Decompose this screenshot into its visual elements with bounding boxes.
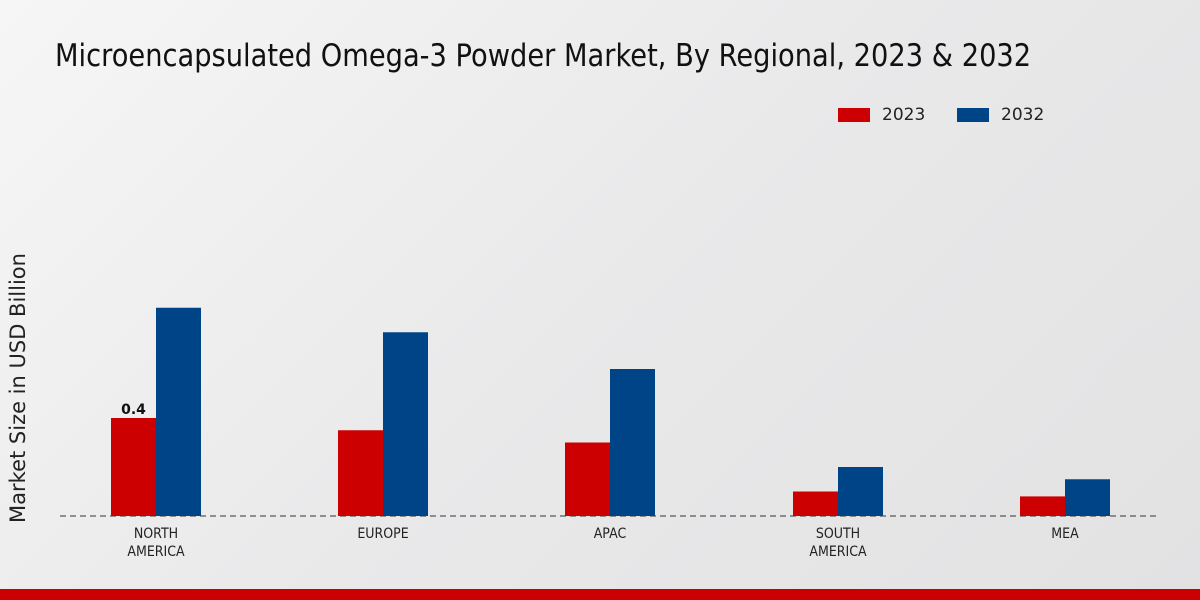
legend-swatch-2023 — [838, 108, 870, 122]
legend-item-2023: 2023 — [838, 105, 925, 125]
bar-2032-2 — [610, 369, 655, 516]
chart-title: Microencapsulated Omega-3 Powder Market,… — [55, 38, 1032, 74]
x-tick-label: EUROPE — [357, 526, 408, 542]
legend-item-2032: 2032 — [957, 105, 1044, 125]
legend-swatch-2032 — [957, 108, 989, 122]
bar-2023-3 — [793, 491, 838, 516]
x-tick-label: NORTH AMERICA — [127, 526, 184, 560]
bar-2023-4 — [1020, 496, 1065, 516]
bar-2023-1 — [338, 430, 383, 516]
bottom-accent-bar — [0, 589, 1200, 600]
bar-2023-0 — [111, 418, 156, 516]
data-label: 0.4 — [121, 402, 146, 418]
x-tick-label: APAC — [594, 526, 627, 542]
bar-2032-1 — [383, 332, 428, 516]
legend-label-2032: 2032 — [1001, 105, 1045, 125]
bar-2032-3 — [838, 467, 883, 516]
x-tick-label: SOUTH AMERICA — [809, 526, 866, 560]
bar-2032-0 — [156, 307, 201, 516]
bar-2032-4 — [1065, 479, 1110, 516]
legend-label-2023: 2023 — [882, 105, 926, 125]
bar-2023-2 — [565, 442, 610, 516]
x-tick-label: MEA — [1051, 526, 1078, 542]
